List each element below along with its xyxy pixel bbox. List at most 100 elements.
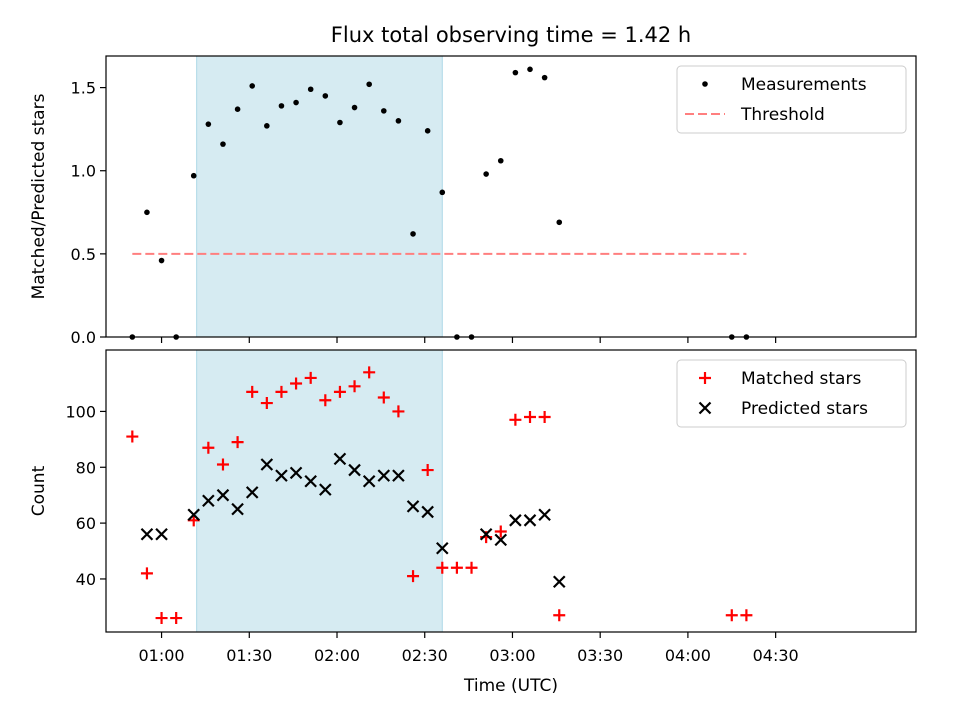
data-point — [494, 533, 508, 547]
data-point — [264, 123, 270, 129]
y-tick-label: 0.0 — [71, 328, 96, 347]
x-tick-label: 03:30 — [577, 646, 623, 665]
data-point — [140, 527, 154, 541]
data-point — [234, 106, 241, 113]
x-tick-label: 04:30 — [753, 646, 799, 665]
chart-title: Flux total observing time = 1.42 h — [331, 23, 691, 47]
legend-label: Threshold — [740, 105, 825, 125]
legend: Matched stars Predicted stars — [676, 359, 907, 428]
panel-ratio: 0.0 0.5 1.0 1.5 Matched/Predicted stars Measu… — [29, 55, 917, 347]
data-point — [465, 561, 478, 574]
x-tick-label: 02:30 — [402, 646, 448, 665]
data-point — [395, 118, 402, 124]
x-tick-label: 02:00 — [314, 646, 360, 665]
data-point — [155, 612, 168, 625]
data-point — [377, 391, 390, 404]
data-point — [249, 83, 256, 89]
axes-frame — [105, 349, 917, 633]
data-point — [362, 474, 376, 488]
data-point — [436, 561, 449, 574]
data-point — [278, 103, 285, 109]
x-axis-label: Time (UTC) — [463, 676, 558, 696]
legend-marker — [699, 372, 711, 384]
data-point — [216, 488, 230, 502]
data-point — [407, 570, 420, 583]
y-tick-label: 80 — [76, 458, 96, 477]
panel-counts: 40 60 80 100 01:00 01:30 02:00 02:30 03:00 03:30 0… — [29, 349, 917, 665]
data-point — [509, 413, 522, 426]
data-point — [319, 394, 332, 407]
data-point — [556, 219, 563, 226]
data-point — [304, 474, 317, 488]
legend-label: Matched stars — [741, 369, 861, 389]
data-point — [351, 104, 358, 111]
data-point — [190, 172, 197, 179]
legend-marker — [702, 81, 708, 87]
x-tick-label: 03:00 — [489, 646, 535, 665]
data-point — [538, 508, 551, 522]
y-tick-label: 1.5 — [71, 79, 96, 98]
data-point — [245, 486, 259, 499]
data-point — [406, 500, 420, 513]
data-point — [260, 397, 273, 410]
y-tick-label: 100 — [65, 402, 96, 421]
y-tick-label: 60 — [76, 514, 96, 533]
data-point — [380, 108, 387, 114]
data-point — [337, 119, 343, 126]
data-point — [527, 66, 533, 73]
data-point — [512, 69, 519, 76]
data-point — [202, 441, 215, 454]
data-point — [740, 609, 753, 622]
data-point — [363, 366, 376, 379]
data-point — [231, 436, 244, 449]
data-point — [392, 469, 405, 482]
data-point — [436, 541, 449, 555]
data-point — [392, 405, 405, 418]
data-point — [289, 466, 303, 480]
data-point — [523, 514, 537, 527]
y-tick-label: 40 — [76, 570, 96, 589]
legend-box — [676, 359, 907, 428]
data-point — [421, 464, 434, 477]
data-point — [424, 128, 431, 134]
data-point — [307, 86, 314, 93]
data-point — [144, 209, 150, 216]
data-point — [220, 141, 226, 147]
y-tick-label: 1.0 — [71, 162, 96, 181]
data-point — [304, 371, 317, 384]
observing-span-shade — [196, 55, 443, 338]
data-point — [421, 505, 434, 519]
data-point — [725, 609, 738, 622]
data-point — [333, 452, 347, 466]
data-point — [541, 74, 548, 81]
data-point — [439, 189, 446, 196]
data-point — [553, 609, 566, 622]
data-point — [497, 157, 504, 164]
data-point — [187, 514, 200, 527]
data-point — [290, 377, 303, 390]
data-point — [410, 231, 416, 237]
x-tick-label: 04:00 — [665, 646, 711, 665]
data-point — [202, 494, 215, 508]
data-point — [126, 430, 139, 443]
data-point — [187, 508, 201, 522]
data-point — [333, 385, 346, 398]
legend: Measurements Threshold — [676, 65, 907, 134]
x-tick-label: 01:00 — [139, 646, 185, 665]
data-point — [538, 411, 551, 424]
data-point — [483, 171, 489, 177]
data-point — [216, 458, 229, 471]
axes-frame — [105, 55, 917, 338]
data-point — [205, 121, 212, 127]
y-axis-label: Count — [29, 465, 49, 516]
legend-marker — [698, 401, 712, 415]
legend-label: Predicted stars — [741, 399, 868, 419]
data-point — [366, 81, 372, 88]
data-point — [377, 469, 391, 482]
data-point — [155, 527, 168, 541]
data-point — [158, 257, 165, 264]
legend-box — [676, 65, 907, 134]
data-point — [140, 567, 153, 580]
data-point — [524, 411, 537, 424]
